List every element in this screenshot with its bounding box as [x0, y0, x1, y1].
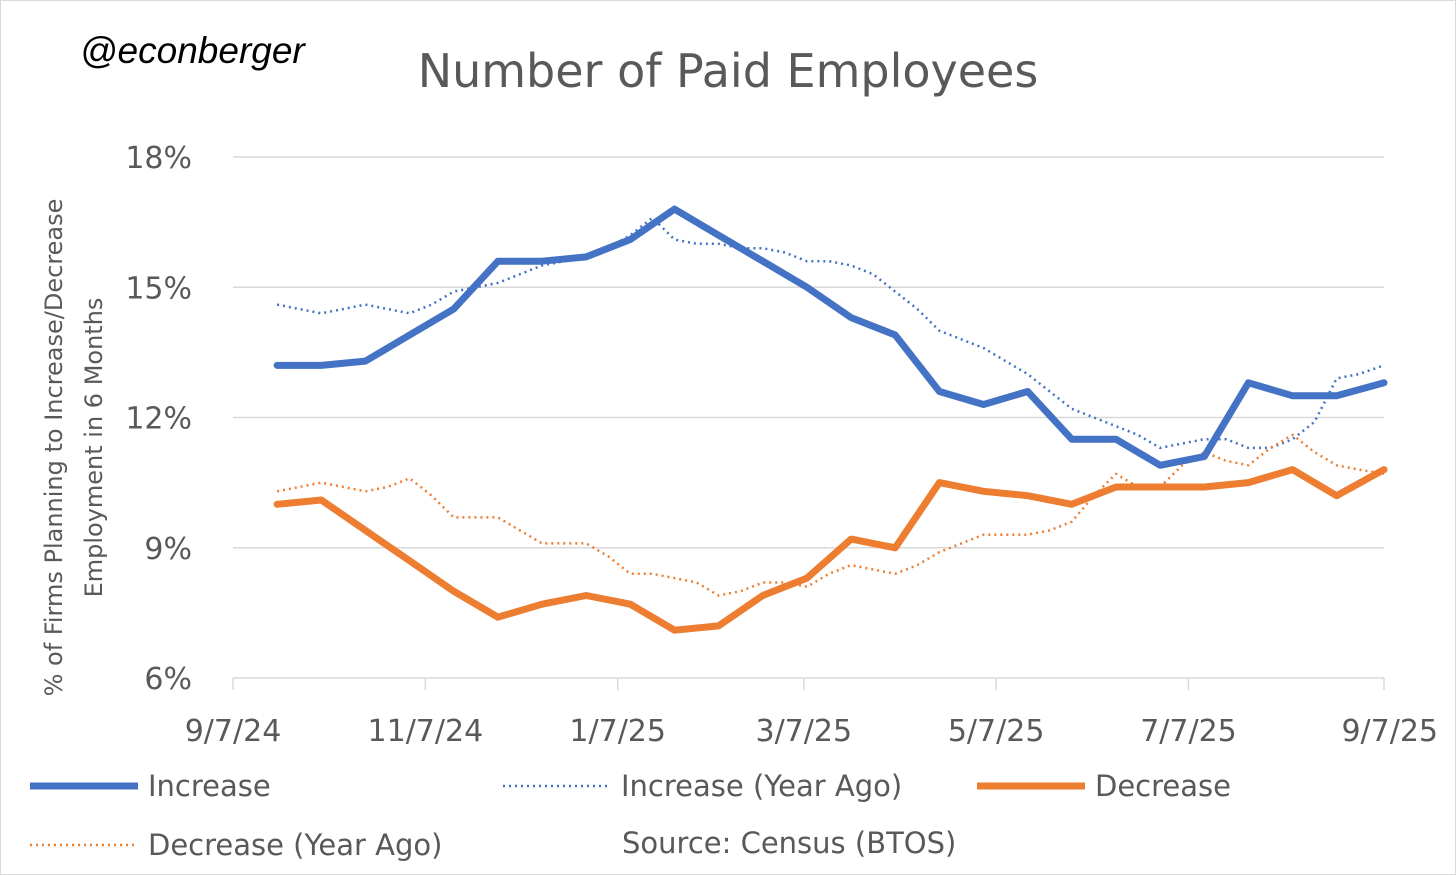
x-tick-label: 1/7/25	[569, 714, 666, 749]
y-tick-label: 6%	[144, 662, 192, 697]
y-tick-labels: 6% 9% 12% 15% 18%	[125, 141, 192, 697]
x-tick-label: 9/7/24	[185, 714, 282, 749]
x-tick-label: 11/7/24	[368, 714, 484, 749]
source-note: Source: Census (BTOS)	[622, 826, 957, 860]
author-handle: @econberger	[80, 30, 305, 71]
y-axis-label: % of Firms Planning to Increase/Decrease…	[40, 199, 108, 697]
y-axis-label-line: Employment in 6 Months	[80, 298, 108, 598]
series-line-decrease-year-ago	[276, 433, 1385, 597]
y-tick-label: 15%	[125, 271, 192, 306]
x-axis: 9/7/24 11/7/24 1/7/25 3/7/25 5/7/25 7/7/25 9/7…	[185, 677, 1438, 749]
y-tick-label: 18%	[125, 141, 192, 176]
y-tick-label: 9%	[144, 532, 192, 567]
series-line-increase	[273, 205, 1388, 469]
y-tick-label: 12%	[125, 402, 192, 437]
x-tick-label: 7/7/25	[1140, 714, 1237, 749]
series-line-increase-year-ago	[276, 216, 1385, 450]
x-tick-label: 9/7/25	[1341, 714, 1438, 749]
series-line-decrease	[273, 466, 1388, 634]
x-tick-label: 3/7/25	[755, 714, 852, 749]
series-lines	[273, 205, 1388, 634]
x-tick-label: 5/7/25	[948, 714, 1045, 749]
y-axis-label-line: % of Firms Planning to Increase/Decrease	[40, 199, 68, 697]
chart-title: Number of Paid Employees	[417, 44, 1039, 98]
